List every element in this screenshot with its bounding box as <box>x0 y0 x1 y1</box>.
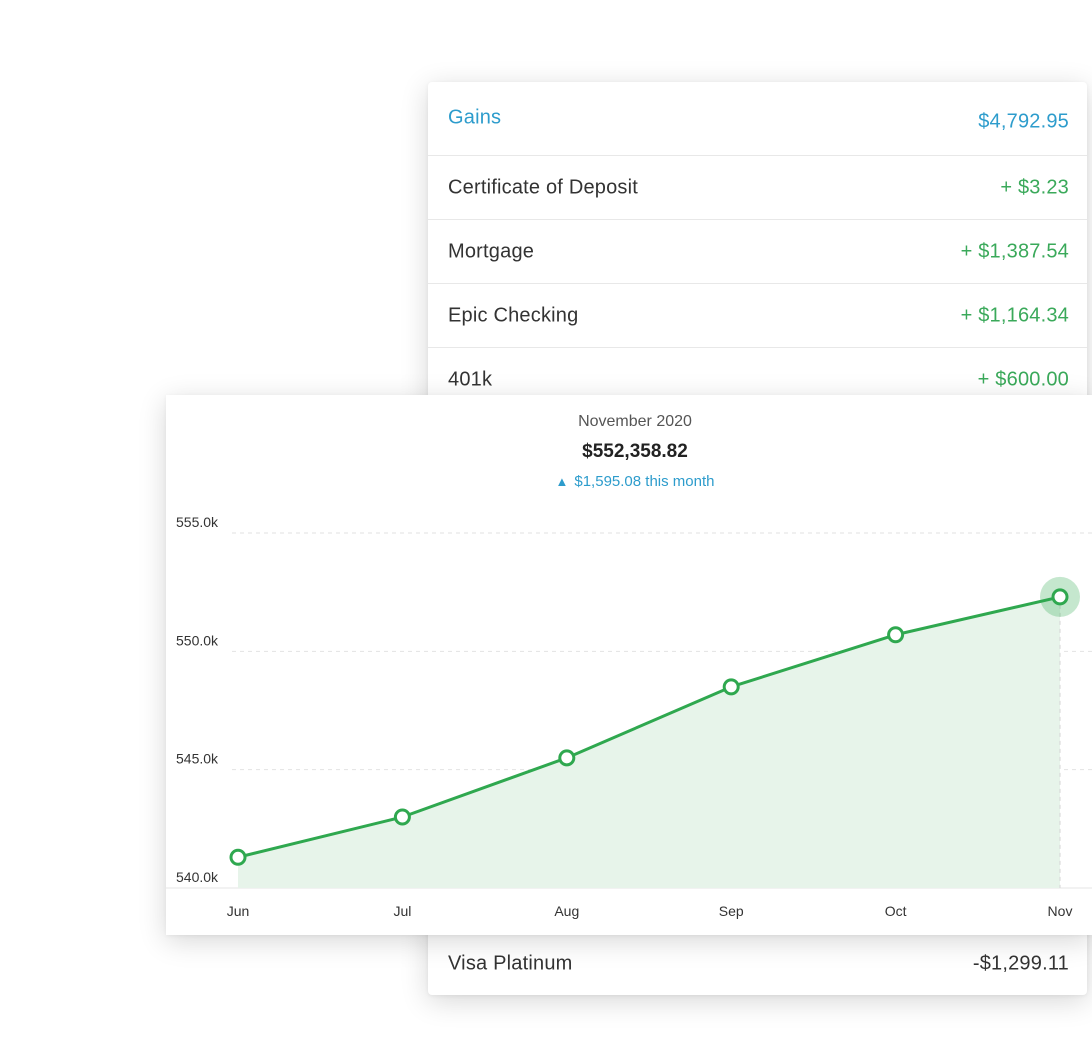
data-point-jun <box>229 848 247 866</box>
data-point-jul <box>393 808 411 826</box>
account-row-certificate-of-deposit[interactable]: Certificate of Deposit + $3.23 <box>428 156 1087 220</box>
y-tick-label: 550.0k <box>176 632 219 648</box>
account-row-epic-checking[interactable]: Epic Checking + $1,164.34 <box>428 284 1087 348</box>
y-tick-label: 540.0k <box>176 869 219 885</box>
y-tick-label: 545.0k <box>176 751 219 767</box>
account-name: Visa Platinum <box>448 952 573 975</box>
x-tick-label: Jul <box>393 903 411 919</box>
gains-label: Gains <box>448 106 502 129</box>
x-tick-label: Aug <box>554 903 579 919</box>
series-line <box>237 595 1061 859</box>
y-tick-label: 555.0k <box>176 514 219 530</box>
net-worth-total: $552,358.82 <box>582 441 688 462</box>
account-balance: -$1,299.11 <box>972 952 1069 975</box>
account-gain: + $600.00 <box>977 368 1069 390</box>
data-point-nov <box>1051 588 1069 606</box>
data-point-oct <box>887 626 905 644</box>
account-gain: + $1,387.54 <box>960 240 1069 262</box>
account-gain: + $1,164.34 <box>960 304 1069 326</box>
net-worth-chart-card: November 2020 $552,358.82 ▲ $1,595.08 thi… <box>166 395 1092 935</box>
account-name: Epic Checking <box>448 304 579 326</box>
gains-total: $4,792.95 <box>978 110 1069 133</box>
up-arrow-icon: ▲ <box>555 474 569 489</box>
x-tick-label: Nov <box>1048 903 1073 919</box>
account-row-visa-platinum[interactable]: Visa Platinum -$1,299.11 <box>428 932 1087 995</box>
data-point-sep <box>722 678 740 696</box>
x-tick-label: Oct <box>885 903 907 919</box>
monthly-change: ▲ $1,595.08 this month <box>166 473 1092 490</box>
x-tick-label: Jun <box>227 903 250 919</box>
area-fill <box>238 596 1060 888</box>
account-row-mortgage[interactable]: Mortgage + $1,387.54 <box>428 220 1087 284</box>
account-gain: + $3.23 <box>1000 176 1069 198</box>
x-tick-label: Sep <box>719 903 744 919</box>
gains-header-row[interactable]: Gains $4,792.95 <box>428 82 1087 156</box>
data-point-aug <box>558 749 576 767</box>
account-name: Mortgage <box>448 240 535 262</box>
account-name: Certificate of Deposit <box>448 176 639 198</box>
monthly-change-text: $1,595.08 this month <box>574 473 715 490</box>
selected-month: November 2020 <box>578 413 692 430</box>
account-name: 401k <box>448 368 493 390</box>
